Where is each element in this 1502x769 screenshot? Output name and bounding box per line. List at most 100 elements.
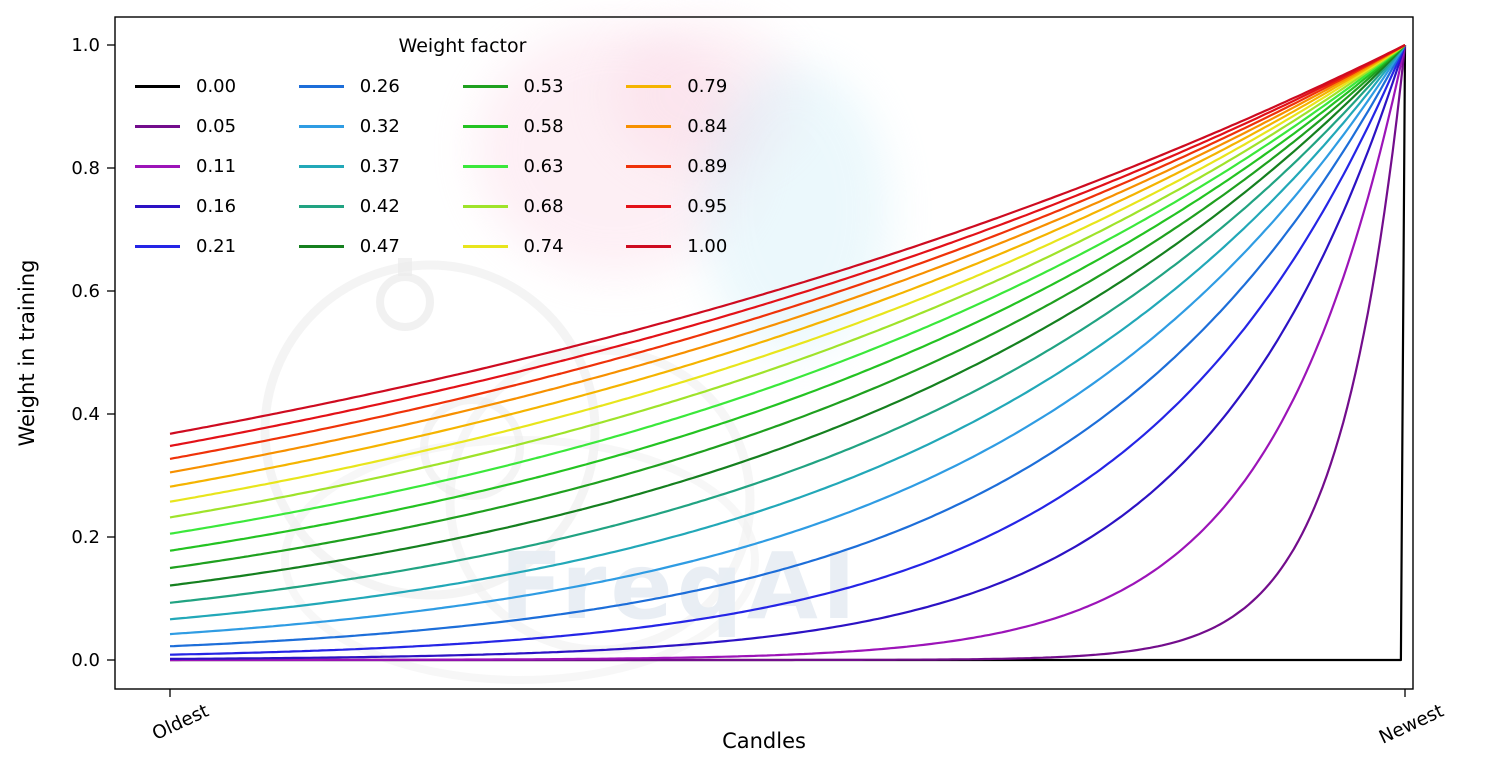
y-tick-label: 1.0 bbox=[71, 35, 100, 56]
legend-label: 0.16 bbox=[196, 195, 237, 217]
legend-entry-0.47: 0.47 bbox=[298, 226, 463, 266]
legend-entry-0.74: 0.74 bbox=[462, 226, 627, 266]
legend-entry-0.68: 0.68 bbox=[462, 186, 627, 226]
legend-entry-0.11: 0.11 bbox=[135, 146, 299, 186]
legend-entry-0.95: 0.95 bbox=[626, 186, 790, 226]
curve-factor-0.58 bbox=[169, 44, 1406, 552]
legend-label: 0.32 bbox=[359, 115, 400, 137]
curve-factor-0.53 bbox=[169, 44, 1406, 570]
legend-label: 0.84 bbox=[687, 115, 728, 137]
legend-label: 0.79 bbox=[687, 75, 728, 97]
legend-label: 0.63 bbox=[523, 155, 564, 177]
legend-entry-0.58: 0.58 bbox=[462, 106, 627, 146]
axes-frame bbox=[114, 16, 1414, 690]
legend-label: 1.00 bbox=[687, 235, 728, 257]
curve-factor-0.47 bbox=[169, 44, 1406, 587]
legend-label: 0.47 bbox=[359, 235, 400, 257]
curve-factor-0.21 bbox=[169, 44, 1407, 656]
curve-factor-0.89 bbox=[169, 44, 1406, 460]
curve-factor-0.42 bbox=[169, 44, 1406, 604]
y-tick-label: 0.0 bbox=[71, 650, 100, 671]
legend-swatch bbox=[626, 124, 672, 128]
legend-label: 0.00 bbox=[196, 75, 237, 97]
y-tick-label: 0.2 bbox=[71, 527, 100, 548]
legend-label: 0.95 bbox=[687, 195, 728, 217]
legend-swatch bbox=[135, 204, 180, 208]
legend-swatch bbox=[135, 84, 180, 88]
legend-entry-0.42: 0.42 bbox=[298, 186, 463, 226]
curve-factor-0.37 bbox=[169, 44, 1406, 621]
legend-swatch bbox=[298, 124, 344, 128]
y-axis-label: Weight in training bbox=[15, 259, 39, 447]
legend-swatch bbox=[462, 164, 508, 168]
legend-entry-0.05: 0.05 bbox=[135, 106, 299, 146]
legend-swatch bbox=[298, 84, 344, 88]
curve-factor-0.16 bbox=[170, 44, 1407, 661]
legend-entry-0.00: 0.00 bbox=[135, 66, 299, 106]
legend-swatch bbox=[135, 164, 180, 168]
legend-swatch bbox=[626, 204, 672, 208]
legend-swatch bbox=[626, 84, 672, 88]
curve-factor-0.84 bbox=[169, 44, 1406, 474]
legend-column: 0.26 0.32 0.37 0.42 0.47 bbox=[298, 66, 463, 266]
curve-factor-0.79 bbox=[169, 44, 1406, 488]
curve-factor-0.32 bbox=[169, 44, 1406, 636]
legend-column: 0.79 0.84 0.89 0.95 1.00 bbox=[626, 66, 790, 266]
legend-swatch bbox=[298, 164, 344, 168]
legend-entries: 0.00 0.05 0.11 0.16 0.21 0.26 0.32 0.37 0.42 0.47… bbox=[135, 66, 790, 266]
legend-label: 0.21 bbox=[196, 235, 237, 257]
curve-factor-0.95 bbox=[169, 44, 1406, 448]
legend-entry-0.26: 0.26 bbox=[298, 66, 463, 106]
legend-entry-0.32: 0.32 bbox=[298, 106, 463, 146]
legend-entry-0.84: 0.84 bbox=[626, 106, 790, 146]
legend-swatch bbox=[298, 204, 344, 208]
legend-label: 0.89 bbox=[687, 155, 728, 177]
legend-swatch bbox=[462, 244, 508, 248]
legend-label: 0.26 bbox=[359, 75, 400, 97]
curve-factor-1.00 bbox=[169, 44, 1406, 435]
legend: Weight factor 0.00 0.05 0.11 0.16 0.21 0.26 0.… bbox=[135, 31, 790, 266]
curve-factor-0.63 bbox=[169, 44, 1406, 535]
legend-swatch bbox=[462, 124, 508, 128]
x-axis-label: Candles bbox=[722, 729, 806, 753]
watermark-stopwatch-icon bbox=[376, 273, 434, 331]
curve-factor-0.26 bbox=[169, 44, 1406, 648]
legend-label: 0.74 bbox=[523, 235, 564, 257]
watermark-blue-blob bbox=[700, 65, 890, 355]
legend-swatch bbox=[462, 84, 508, 88]
legend-label: 0.53 bbox=[523, 75, 564, 97]
legend-entry-0.79: 0.79 bbox=[626, 66, 790, 106]
legend-column: 0.00 0.05 0.11 0.16 0.21 bbox=[135, 66, 299, 266]
legend-entry-0.89: 0.89 bbox=[626, 146, 790, 186]
legend-entry-0.53: 0.53 bbox=[462, 66, 627, 106]
watermark-text: FreqAI bbox=[500, 533, 860, 640]
legend-label: 0.58 bbox=[523, 115, 564, 137]
y-tick-label: 0.8 bbox=[71, 158, 100, 179]
legend-label: 0.05 bbox=[196, 115, 237, 137]
curve-factor-0.74 bbox=[169, 44, 1406, 503]
curve-factor-0.11 bbox=[170, 44, 1407, 662]
legend-entry-0.16: 0.16 bbox=[135, 186, 299, 226]
legend-label: 0.42 bbox=[359, 195, 400, 217]
curve-factor-0.68 bbox=[169, 44, 1406, 519]
legend-swatch bbox=[135, 124, 180, 128]
legend-title: Weight factor bbox=[398, 35, 527, 57]
legend-entry-0.21: 0.21 bbox=[135, 226, 299, 266]
legend-swatch bbox=[298, 244, 344, 248]
watermark-stopwatch-crown bbox=[398, 258, 412, 276]
legend-entry-0.63: 0.63 bbox=[462, 146, 627, 186]
legend-label: 0.68 bbox=[523, 195, 564, 217]
curves bbox=[169, 44, 1407, 662]
freqai-watermark-logo: FreqAI bbox=[260, 20, 890, 684]
y-tick-label: 0.4 bbox=[71, 404, 100, 425]
legend-swatch bbox=[135, 244, 180, 248]
y-tick-label: 0.6 bbox=[71, 281, 100, 302]
legend-entry-0.37: 0.37 bbox=[298, 146, 463, 186]
watermark-gear-icon bbox=[420, 396, 524, 500]
legend-label: 0.11 bbox=[196, 155, 237, 177]
watermark-circle bbox=[260, 260, 600, 600]
legend-swatch bbox=[626, 164, 672, 168]
legend-entry-1.00: 1.00 bbox=[626, 226, 790, 266]
